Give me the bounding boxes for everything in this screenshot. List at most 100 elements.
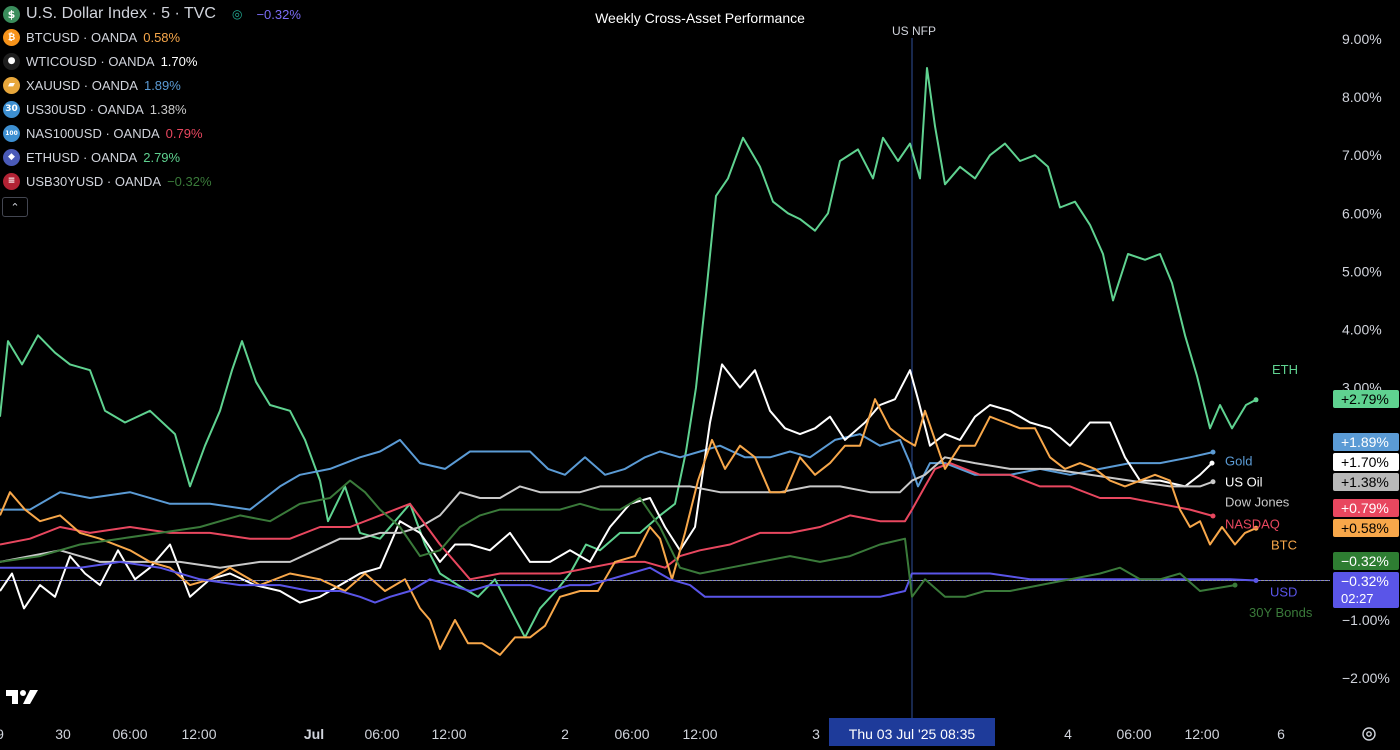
x-tick-label: 06:00 xyxy=(614,726,649,742)
price-tag xyxy=(1333,433,1399,451)
x-tick-label: 06:00 xyxy=(112,726,147,742)
legend-item-value: 0.79% xyxy=(165,125,203,141)
y-tick-label: −1.00% xyxy=(1342,612,1390,628)
legend-item[interactable]: ▰ XAUUSD · OANDA 1.89% xyxy=(0,73,301,97)
legend-item-name: NAS100USD · OANDA xyxy=(26,125,160,141)
x-tick-label: 12:00 xyxy=(1184,726,1219,742)
series-line xyxy=(0,560,1257,604)
series-end-point xyxy=(1209,460,1215,466)
price-tag xyxy=(1333,453,1399,471)
line-label: Gold xyxy=(1225,453,1252,468)
series-line xyxy=(0,479,1236,598)
x-tick-label: Jul xyxy=(304,726,324,742)
line-label: Dow Jones xyxy=(1225,495,1290,510)
us-flag-icon: ≡ xyxy=(3,172,20,190)
price-tag-label: +2.79% xyxy=(1341,391,1389,407)
price-tag-label: +1.70% xyxy=(1341,454,1389,470)
price-tag-label: +0.58% xyxy=(1341,520,1389,536)
legend: $ U.S. Dollar Index · 5 · TVC ◎ −0.32% ₿… xyxy=(0,3,301,217)
main-change: −0.32% xyxy=(256,6,301,22)
series-end-point xyxy=(1210,513,1216,519)
bitcoin-icon: ₿ xyxy=(3,28,20,46)
event-label-us-nfp[interactable]: US NFP xyxy=(891,24,936,38)
price-tag-label: −0.32% xyxy=(1341,553,1389,569)
line-label: US Oil xyxy=(1225,474,1263,489)
series-line xyxy=(0,456,1214,569)
y-tick-label: −2.00% xyxy=(1342,670,1390,686)
nas100-icon: 100 xyxy=(3,124,20,142)
crosshair-time-label: Thu 03 Jul '25 08:35 xyxy=(849,726,976,742)
legend-item[interactable]: 100 NAS100USD · OANDA 0.79% xyxy=(0,121,301,145)
series-line xyxy=(0,67,1257,639)
legend-item[interactable]: ◆ ETHUSD · OANDA 2.79% xyxy=(0,145,301,169)
line-label: 30Y Bonds xyxy=(1249,605,1313,620)
price-tag-label: +1.89% xyxy=(1341,434,1389,450)
legend-item-value: 1.89% xyxy=(143,77,181,93)
price-tag-label: +0.79% xyxy=(1341,500,1389,516)
series-line xyxy=(0,433,1214,511)
series-line xyxy=(0,462,1214,581)
legend-item-value: 1.70% xyxy=(160,53,198,69)
y-tick-label: 9.00% xyxy=(1342,31,1382,47)
line-label: NASDAQ xyxy=(1225,517,1280,532)
y-tick-label: 8.00% xyxy=(1342,89,1382,105)
series-end-point xyxy=(1232,582,1238,588)
series-end-point xyxy=(1210,449,1216,455)
series-line xyxy=(0,398,1257,656)
legend-item-value: 0.58% xyxy=(143,29,181,45)
x-tick-label: 4 xyxy=(1064,726,1072,742)
x-tick-label: 06:00 xyxy=(1116,726,1151,742)
legend-item-value: 1.38% xyxy=(149,101,187,117)
x-tick-label: 12:00 xyxy=(431,726,466,742)
series-end-point xyxy=(1253,525,1259,531)
x-tick-label: 12:00 xyxy=(682,726,717,742)
line-label: USD xyxy=(1270,585,1297,600)
legend-items: ₿ BTCUSD · OANDA 0.58% ● WTICOUSD · OANDA 1.7… xyxy=(0,25,301,193)
x-tick-label: 12:00 xyxy=(181,726,216,742)
x-tick-label: 6 xyxy=(1277,726,1285,742)
crosshair-time-box xyxy=(829,718,995,746)
price-tag xyxy=(1333,473,1399,491)
series-end-point xyxy=(1210,479,1216,485)
x-tick-label: 2 xyxy=(561,726,569,742)
legend-item-name: BTCUSD · OANDA xyxy=(26,29,138,45)
line-label: BTC xyxy=(1271,538,1297,553)
price-tag xyxy=(1333,390,1399,408)
legend-item-name: US30USD · OANDA xyxy=(26,101,144,117)
settings-icon[interactable] xyxy=(1359,724,1379,744)
x-tick-label: 30 xyxy=(55,726,71,742)
price-tag xyxy=(1333,572,1399,608)
x-tick-label: 3 xyxy=(812,726,820,742)
collapse-legend-button[interactable]: ⌃ xyxy=(2,197,28,217)
gold-bars-icon: ▰ xyxy=(3,76,20,94)
legend-item-name: ETHUSD · OANDA xyxy=(26,149,138,165)
legend-item[interactable]: 30 US30USD · OANDA 1.38% xyxy=(0,97,301,121)
legend-main-row[interactable]: $ U.S. Dollar Index · 5 · TVC ◎ −0.32% xyxy=(0,3,301,25)
legend-item-value: −0.32% xyxy=(167,173,212,189)
price-tag xyxy=(1333,499,1399,517)
price-tag-label: +1.38% xyxy=(1341,474,1389,490)
tradingview-logo[interactable] xyxy=(6,688,40,704)
legend-item-name: XAUUSD · OANDA xyxy=(26,77,138,93)
series-end-point xyxy=(1253,397,1259,403)
chevron-up-icon: ⌃ xyxy=(10,201,20,214)
legend-item[interactable]: ● WTICOUSD · OANDA 1.70% xyxy=(0,49,301,73)
price-tag-label: −0.32% xyxy=(1341,573,1389,589)
y-tick-label: 7.00% xyxy=(1342,147,1382,163)
legend-item-name: WTICOUSD · OANDA xyxy=(26,53,155,69)
ethereum-icon: ◆ xyxy=(3,148,20,166)
price-tag-countdown: 02:27 xyxy=(1341,591,1374,606)
line-label: ETH xyxy=(1272,362,1298,377)
y-tick-label: 6.00% xyxy=(1342,205,1382,221)
price-tag xyxy=(1333,519,1399,537)
legend-item[interactable]: ≡ USB30YUSD · OANDA −0.32% xyxy=(0,169,301,193)
y-tick-label: 4.00% xyxy=(1342,322,1382,338)
dollar-icon: $ xyxy=(3,5,20,23)
price-tag xyxy=(1333,552,1399,570)
us30-icon: 30 xyxy=(3,100,20,118)
chart-title: Weekly Cross-Asset Performance xyxy=(595,10,805,26)
legend-item[interactable]: ₿ BTCUSD · OANDA 0.58% xyxy=(0,25,301,49)
main-symbol: U.S. Dollar Index · 5 · TVC xyxy=(26,5,216,22)
y-tick-label: 5.00% xyxy=(1342,263,1382,279)
